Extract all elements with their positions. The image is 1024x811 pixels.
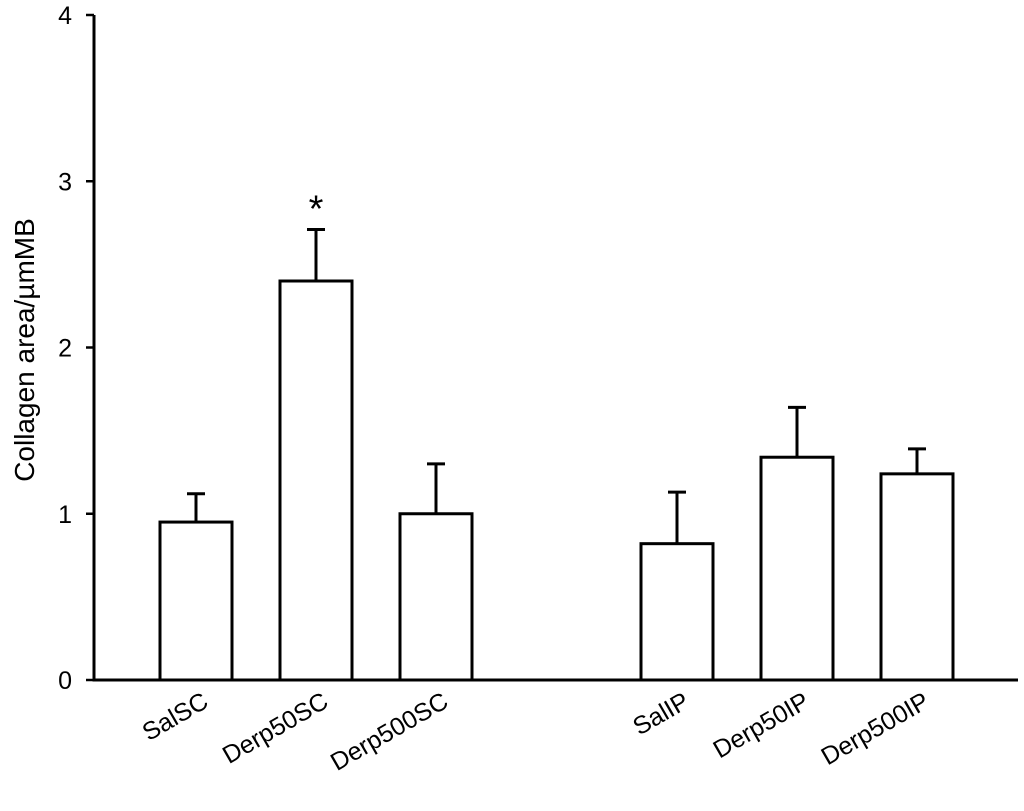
bar-Derp500IP: [879, 472, 955, 682]
category-label-Derp50SC: Derp50SC: [218, 687, 333, 770]
category-label-SalSC: SalSC: [138, 687, 213, 747]
bar-Derp50SC: [278, 279, 354, 682]
category-label-Derp500IP: Derp500IP: [816, 687, 934, 771]
y-tick-label: 2: [58, 335, 72, 363]
bars: *: [158, 188, 955, 682]
category-label-Derp50IP: Derp50IP: [709, 687, 814, 764]
bar-Derp500SC: [398, 512, 474, 682]
bar-SalSC: [158, 520, 234, 682]
y-tick-label: 3: [58, 168, 72, 196]
y-axis: 0 1 2 3 4: [58, 2, 96, 695]
category-label-SalIP: SalIP: [628, 687, 694, 741]
bar-SalIP: [639, 542, 715, 682]
significance-marker: *: [309, 188, 324, 230]
y-tick-label: 4: [58, 2, 72, 30]
y-tick-label: 1: [58, 501, 72, 529]
bar-Derp50IP: [759, 455, 835, 682]
category-label-Derp500SC: Derp500SC: [326, 687, 453, 777]
y-tick-label: 0: [58, 667, 72, 695]
y-axis-title: Collagen area/µmMB: [9, 218, 40, 482]
